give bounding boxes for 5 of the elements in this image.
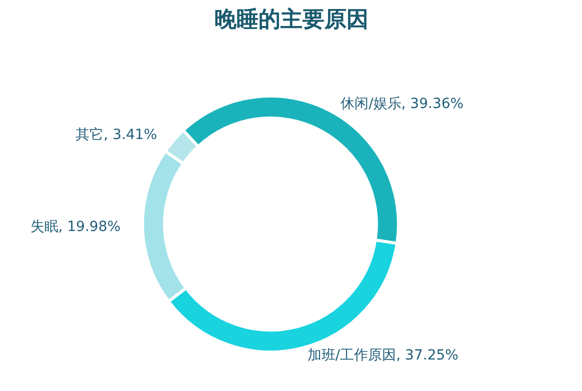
slice-label: 其它, 3.41% [76,127,158,144]
chart-title: 晚睡的主要原因 [214,6,368,32]
slice-label: 休闲/娱乐, 39.36% [340,96,464,112]
slice-label: 加班/工作原因, 37.25% [307,348,458,364]
slice-label: 失眠, 19.98% [30,218,121,235]
